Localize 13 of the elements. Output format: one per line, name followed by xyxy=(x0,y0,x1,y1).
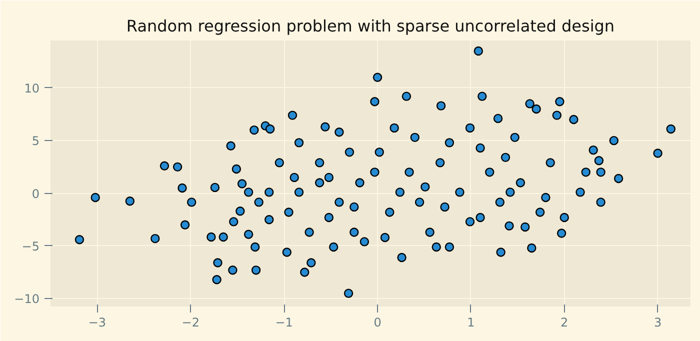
x-tick-label: 0 xyxy=(374,316,382,330)
x-tick-label: −3 xyxy=(88,316,106,330)
y-tick-label: 5 xyxy=(32,134,40,148)
chart-title: Random regression problem with sparse uncorrelated design xyxy=(126,16,615,36)
y-tick-label: 10 xyxy=(24,81,40,96)
y-tick-label: −5 xyxy=(22,239,40,254)
x-tick-label: 1 xyxy=(467,316,475,330)
x-tick-label: −1 xyxy=(275,316,293,330)
x-tick-label: −2 xyxy=(182,316,200,330)
x-tick-label: 3 xyxy=(654,316,662,330)
y-tick-label: 0 xyxy=(32,186,40,201)
y-tick-label: −10 xyxy=(14,292,40,306)
x-tick-label: 2 xyxy=(560,316,568,330)
